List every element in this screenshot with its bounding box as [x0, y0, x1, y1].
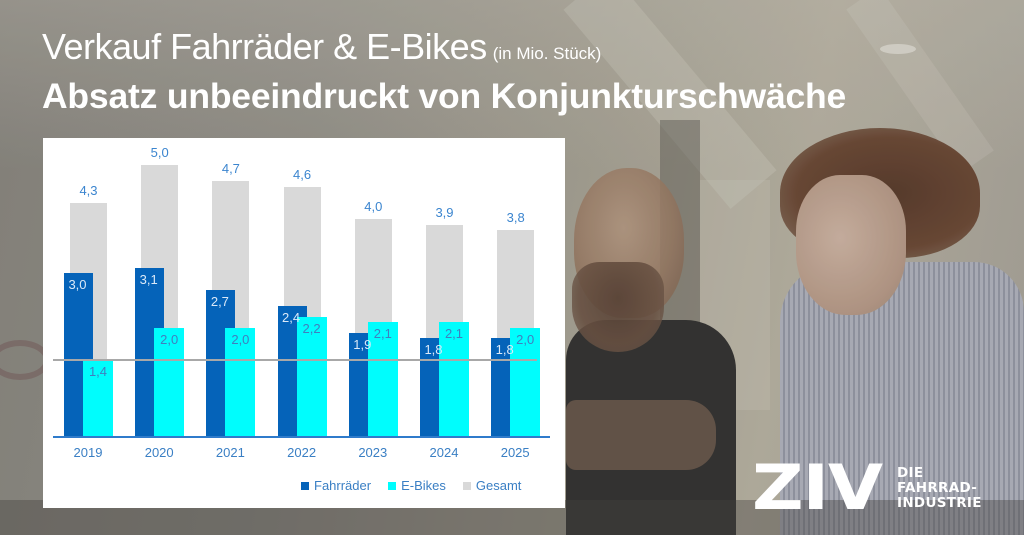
unit-label: (in Mio. Stück): [492, 44, 602, 63]
bar-ebikes-2021: [225, 327, 256, 436]
title-text: Verkauf Fahrräder & E-Bikes: [42, 26, 487, 67]
reference-line: [53, 359, 537, 362]
x-tick-label: 2021: [215, 445, 245, 460]
tagline-line: FAHRRAD-: [897, 479, 978, 496]
x-tick-label: 2025: [500, 445, 530, 460]
legend-swatch-ebikes: [388, 481, 397, 490]
bar-ebikes-2023: [367, 322, 398, 436]
chart-panel: 4,3 3,0 1,4 2019 5,0 3,1 2,0 2020 4,7 2,7 2,0 2021 4…: [43, 138, 565, 508]
logo-tagline: DIE FAHRRAD- INDUSTRIE: [897, 464, 982, 511]
bar-ebikes-2020: [154, 327, 185, 436]
bar-ebikes-2025: [510, 327, 541, 436]
value-label-fahrraeder: 1,8: [424, 342, 443, 358]
value-label-gesamt: 4,7: [221, 161, 240, 177]
legend-label: E-Bikes: [401, 478, 446, 493]
bar-ebikes-2022: [296, 316, 327, 436]
value-label-fahrraeder: 2,4: [282, 309, 301, 325]
value-label-gesamt: 4,6: [293, 166, 312, 182]
value-label-fahrraeder: 2,7: [210, 293, 229, 309]
x-tick-label: 2023: [358, 445, 388, 460]
x-tick-label: 2019: [73, 445, 103, 460]
man-arm: [566, 400, 716, 470]
value-label-fahrraeder: 3,0: [68, 277, 87, 293]
page-title: Verkauf Fahrräder & E-Bikes (in Mio. Stüc…: [42, 26, 601, 68]
ziv-logo: ZIV DIE FAHRRAD- INDUSTRIE: [752, 451, 982, 524]
woman-shirt: [780, 262, 1024, 535]
value-label-fahrraeder: 1,9: [353, 337, 372, 353]
value-label-ebikes: 2,0: [516, 331, 535, 347]
legend-swatch-gesamt: [462, 481, 471, 490]
legend: Fahrräder E-Bikes Gesamt: [301, 478, 521, 493]
legend-label: Fahrräder: [314, 478, 372, 493]
tagline-line: DIE: [897, 464, 924, 481]
x-tick-label: 2022: [287, 445, 317, 460]
legend-item-fahrraeder: Fahrräder: [301, 478, 371, 493]
value-label-gesamt: 5,0: [150, 145, 169, 160]
legend-item-ebikes: E-Bikes: [388, 478, 446, 493]
value-label-gesamt: 3,8: [506, 210, 525, 226]
headline: Absatz unbeeindruckt von Konjunkturschwä…: [42, 76, 847, 116]
value-label-fahrraeder: 3,1: [139, 271, 158, 287]
value-label-gesamt: 3,9: [435, 204, 454, 220]
legend-label: Gesamt: [475, 478, 522, 493]
value-label-ebikes: 2,0: [231, 331, 250, 347]
x-tick-label: 2020: [144, 445, 174, 460]
bar-ebikes-2019: [83, 360, 113, 436]
value-label-ebikes: 2,1: [444, 326, 464, 342]
value-label-ebikes: 2,0: [160, 331, 179, 347]
value-label-gesamt: 4,0: [364, 199, 383, 215]
logo-mark: ZIV: [752, 451, 883, 524]
ceiling-lamp: [880, 44, 916, 54]
bar-chart: 4,3 3,0 1,4 2019 5,0 3,1 2,0 2020 4,7 2,7 2,0 2021 4…: [43, 138, 565, 508]
value-label-ebikes: 2,2: [302, 320, 321, 336]
bar-ebikes-2024: [439, 322, 469, 436]
x-tick-label: 2024: [429, 445, 459, 460]
tagline-line: INDUSTRIE: [897, 494, 982, 511]
legend-swatch-fahrraeder: [301, 481, 309, 490]
man-beard: [572, 262, 664, 352]
woman-face: [796, 175, 906, 315]
legend-item-gesamt: Gesamt: [462, 478, 522, 493]
value-label-gesamt: 4,3: [79, 182, 98, 198]
value-label-ebikes: 1,4: [88, 364, 108, 380]
value-label-fahrraeder: 1,8: [495, 342, 514, 358]
x-axis: [53, 436, 550, 438]
value-label-ebikes: 2,1: [373, 326, 392, 342]
